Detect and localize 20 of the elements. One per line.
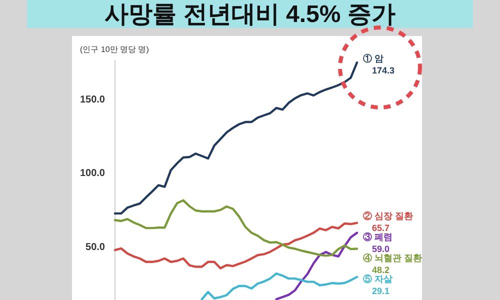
- series-label: ② 심장 질환: [363, 211, 414, 221]
- y-tick-label: 150.0: [80, 94, 106, 106]
- line-series: [200, 272, 358, 300]
- line-series: [114, 199, 358, 257]
- line-series: [114, 61, 358, 215]
- y-axis-title: (인구 10만 명당 명): [80, 45, 150, 54]
- series-label: ⑤ 자살: [363, 274, 393, 284]
- line-series: [275, 232, 358, 300]
- series-label: ③ 폐렴: [363, 232, 393, 242]
- data-label: 29.1: [372, 286, 390, 296]
- data-label: 59.0: [372, 244, 390, 254]
- data-label: 65.7: [372, 223, 390, 233]
- series-label: ① 암: [363, 54, 384, 64]
- data-label: 174.3: [372, 66, 395, 76]
- y-tick-label: 50.0: [86, 242, 106, 254]
- y-tick-label: 100.0: [80, 168, 106, 180]
- data-label: 48.2: [372, 265, 390, 275]
- line-series: [114, 222, 358, 270]
- chart-title: 사망률 전년대비 4.5% 증가: [104, 1, 396, 28]
- series-label: ④ 뇌혈관 질환: [363, 253, 422, 263]
